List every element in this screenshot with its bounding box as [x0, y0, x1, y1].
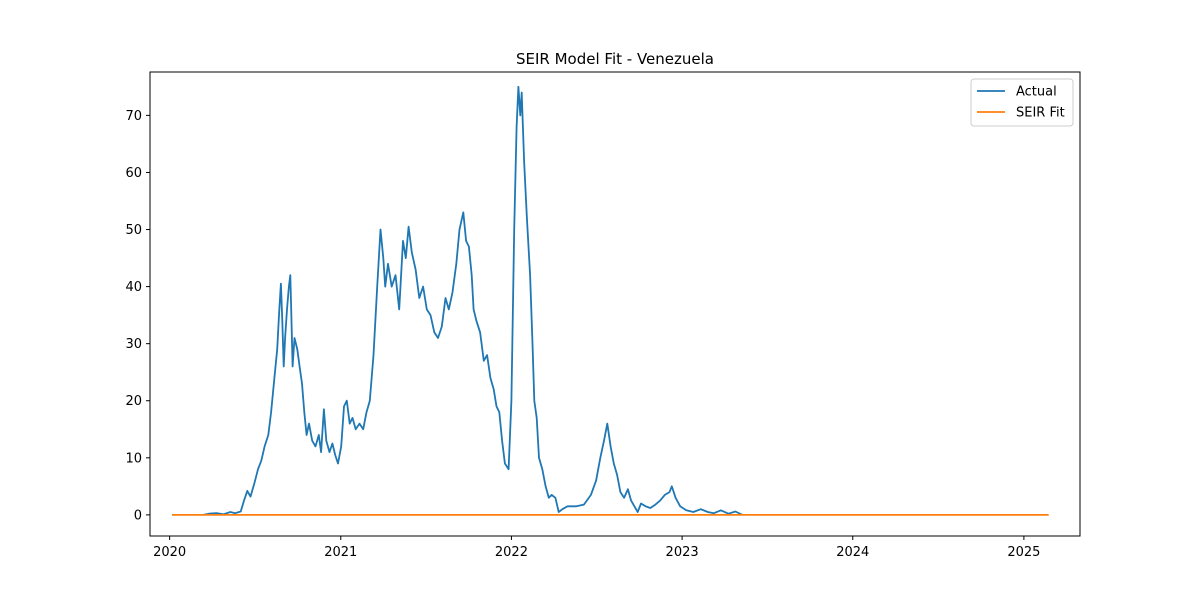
x-axis: 2020 2021 2022 2023 2024 2025	[153, 536, 1040, 560]
y-tick-label: 70	[125, 109, 142, 124]
chart-title: SEIR Model Fit - Venezuela	[516, 50, 714, 68]
x-tick-label: 2024	[836, 545, 869, 560]
x-tick-label: 2025	[1007, 545, 1040, 560]
legend-label: Actual	[1016, 85, 1057, 100]
y-tick-label: 30	[125, 337, 142, 352]
plot-frame	[149, 71, 1081, 537]
legend: Actual SEIR Fit	[970, 78, 1074, 127]
y-tick-label: 20	[125, 394, 142, 409]
y-tick-label: 50	[125, 223, 142, 238]
x-tick-label: 2020	[153, 545, 186, 560]
y-tick-label: 0	[134, 508, 142, 523]
y-tick-label: 60	[125, 166, 142, 181]
series-line-actual	[203, 85, 743, 516]
legend-label: SEIR Fit	[1016, 106, 1065, 121]
y-tick-label: 40	[125, 280, 142, 295]
x-tick-label: 2023	[666, 545, 699, 560]
x-tick-label: 2021	[324, 545, 357, 560]
y-tick-label: 10	[125, 451, 142, 466]
y-axis: 0 10 20 30 40 50 60 70	[125, 109, 150, 523]
x-tick-label: 2022	[495, 545, 528, 560]
series-layer	[172, 85, 1049, 516]
